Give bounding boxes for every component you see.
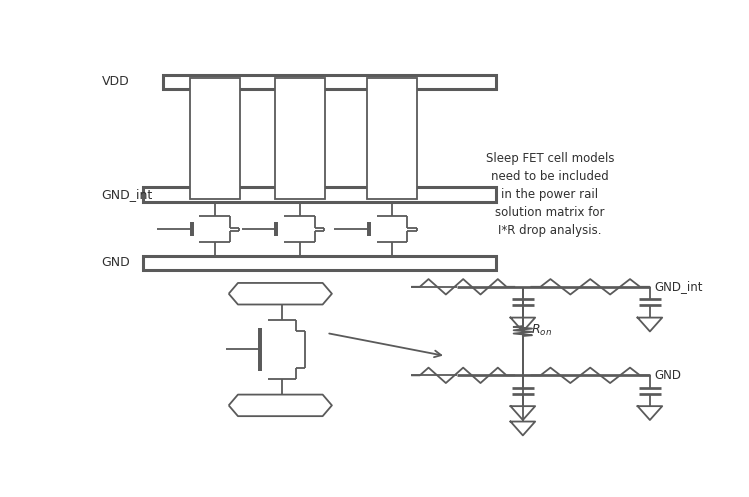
Bar [143,187,496,202]
Bar [163,75,496,89]
Bar [367,78,417,199]
Text: GND_int: GND_int [102,188,153,201]
Text: Sleep FET cell models
need to be included
in the power rail
solution matrix for
: Sleep FET cell models need to be include… [485,152,614,237]
Bar [190,78,240,199]
Text: GND_int: GND_int [655,280,703,293]
Text: VDD: VDD [102,76,130,88]
Text: GND: GND [102,256,130,269]
Text: $R_{on}$: $R_{on}$ [530,323,551,338]
Bar [143,256,496,270]
Text: GND: GND [655,369,682,382]
Bar [275,78,325,199]
